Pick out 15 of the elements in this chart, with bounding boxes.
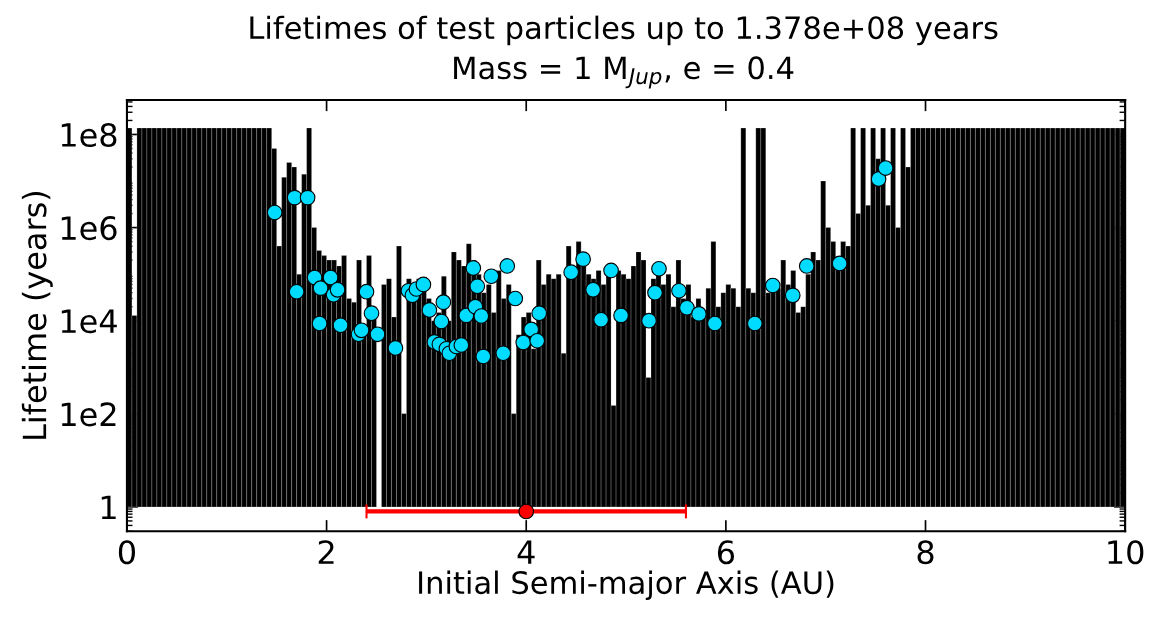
y-tick-label: 1e6	[61, 216, 117, 241]
x-tick-label: 10	[1108, 540, 1144, 565]
y-tick-label: 1e2	[61, 402, 116, 427]
x-tick-label: 8	[917, 540, 934, 565]
x-tick-label: 2	[318, 540, 334, 564]
y-tick-label: 1	[101, 495, 116, 520]
x-tick-label: 0	[118, 540, 135, 565]
chart-subtitle: Mass = 1 M$_{Jup}$, e = 0.4	[454, 56, 794, 89]
x-axis-title: Initial Semi-major Axis (AU)	[419, 570, 834, 601]
y-axis-title: Lifetime (years)	[21, 192, 53, 439]
x-tick-label: 6	[717, 540, 735, 565]
chart-title: Lifetimes of test particles up to 1.378e+08 years	[250, 15, 998, 46]
x-tick-label: 4	[517, 540, 535, 564]
y-tick-label: 1e8	[61, 122, 117, 148]
y-tick-label: 1e4	[61, 309, 117, 334]
